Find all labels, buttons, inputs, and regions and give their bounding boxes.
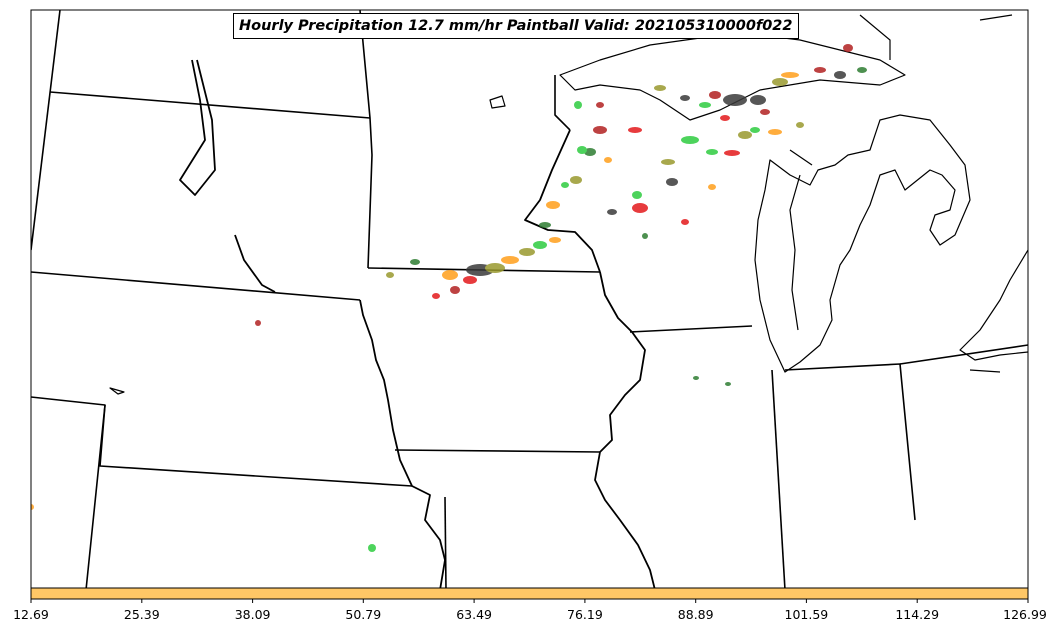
colorbar-tick-label: 126.99 <box>1003 607 1047 622</box>
great-lakes <box>109 14 1028 395</box>
precipitation-paintballs <box>31 44 867 552</box>
colorbar-tick-label: 76.19 <box>566 607 603 622</box>
colorbar-tick-label: 25.39 <box>123 607 160 622</box>
map-title: Hourly Precipitation 12.7 mm/hr Paintbal… <box>233 13 799 39</box>
colorbar-tick-label: 88.89 <box>677 607 714 622</box>
colorbar-tick-label: 63.49 <box>456 607 492 622</box>
map-border <box>30 9 1029 589</box>
colorbar-tick-label: 101.59 <box>784 607 829 622</box>
colorbar-tick-label: 50.79 <box>345 607 382 622</box>
colorbar-ticks <box>30 599 1029 603</box>
colorbar-tick-label: 12.69 <box>13 607 49 622</box>
colorbar-tick-label: 114.29 <box>895 607 940 622</box>
colorbar <box>30 587 1029 600</box>
colorbar-tick-label: 38.09 <box>234 607 271 622</box>
state-borders <box>31 10 1028 588</box>
river-borders <box>179 59 656 588</box>
